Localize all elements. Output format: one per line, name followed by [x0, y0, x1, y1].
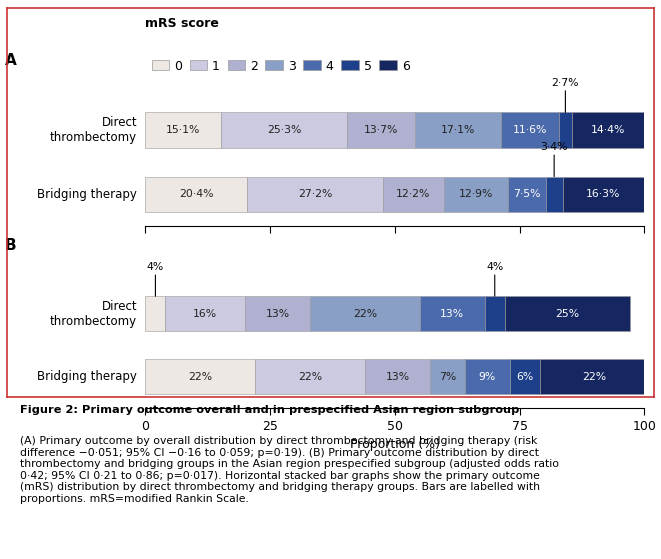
- Text: 12·9%: 12·9%: [459, 190, 493, 199]
- Bar: [415, 112, 501, 148]
- Bar: [510, 359, 539, 394]
- X-axis label: Proportion (%): Proportion (%): [350, 438, 440, 452]
- Text: 25%: 25%: [555, 309, 579, 319]
- Bar: [444, 177, 508, 212]
- Text: 13%: 13%: [440, 309, 465, 319]
- Text: 15·1%: 15·1%: [166, 125, 200, 135]
- Text: 12·2%: 12·2%: [396, 190, 430, 199]
- Text: 17·1%: 17·1%: [441, 125, 475, 135]
- Text: 7%: 7%: [439, 372, 456, 382]
- Text: 16·3%: 16·3%: [586, 190, 621, 199]
- Text: 13%: 13%: [385, 372, 410, 382]
- Text: 4%: 4%: [486, 262, 504, 296]
- Bar: [485, 296, 505, 331]
- Text: 22%: 22%: [188, 372, 212, 382]
- Bar: [347, 112, 415, 148]
- Text: 20·4%: 20·4%: [179, 190, 214, 199]
- Bar: [546, 177, 563, 212]
- Text: 7·5%: 7·5%: [513, 190, 541, 199]
- Bar: [501, 112, 559, 148]
- Bar: [165, 296, 245, 331]
- Text: 9%: 9%: [479, 372, 496, 382]
- Text: 13·7%: 13·7%: [364, 125, 399, 135]
- Text: 11·6%: 11·6%: [512, 125, 547, 135]
- Bar: [465, 359, 510, 394]
- Bar: [310, 296, 420, 331]
- Bar: [145, 112, 221, 148]
- Text: A: A: [5, 53, 17, 68]
- Bar: [505, 296, 629, 331]
- Bar: [145, 359, 255, 394]
- Bar: [145, 177, 247, 212]
- Text: Figure 2: Primary outcome overall and in prespecified Asian region subgroup: Figure 2: Primary outcome overall and in…: [20, 405, 519, 415]
- Text: 27·2%: 27·2%: [298, 190, 332, 199]
- Bar: [145, 296, 165, 331]
- Text: 4%: 4%: [147, 262, 164, 296]
- Bar: [245, 296, 310, 331]
- Text: (A) Primary outcome by overall distribution by direct thrombectomy and bridging : (A) Primary outcome by overall distribut…: [20, 436, 559, 504]
- Text: 22%: 22%: [298, 372, 322, 382]
- Text: B: B: [5, 238, 17, 253]
- Bar: [255, 359, 365, 394]
- Text: mRS score: mRS score: [145, 17, 219, 30]
- Bar: [539, 359, 650, 394]
- Legend: 0, 1, 2, 3, 4, 5, 6: 0, 1, 2, 3, 4, 5, 6: [151, 60, 410, 73]
- Bar: [430, 359, 465, 394]
- Bar: [420, 296, 485, 331]
- Bar: [365, 359, 430, 394]
- Text: 2·7%: 2·7%: [552, 78, 579, 112]
- Text: 22%: 22%: [353, 309, 377, 319]
- Bar: [383, 177, 444, 212]
- Bar: [221, 112, 347, 148]
- Bar: [563, 177, 644, 212]
- Bar: [559, 112, 572, 148]
- Text: 25·3%: 25·3%: [267, 125, 301, 135]
- Text: 14·4%: 14·4%: [591, 125, 625, 135]
- Bar: [572, 112, 644, 148]
- Text: 13%: 13%: [266, 309, 290, 319]
- Bar: [247, 177, 383, 212]
- Text: 3·4%: 3·4%: [541, 142, 568, 177]
- Text: 6%: 6%: [516, 372, 533, 382]
- Text: 22%: 22%: [582, 372, 607, 382]
- Bar: [508, 177, 546, 212]
- Text: 16%: 16%: [193, 309, 217, 319]
